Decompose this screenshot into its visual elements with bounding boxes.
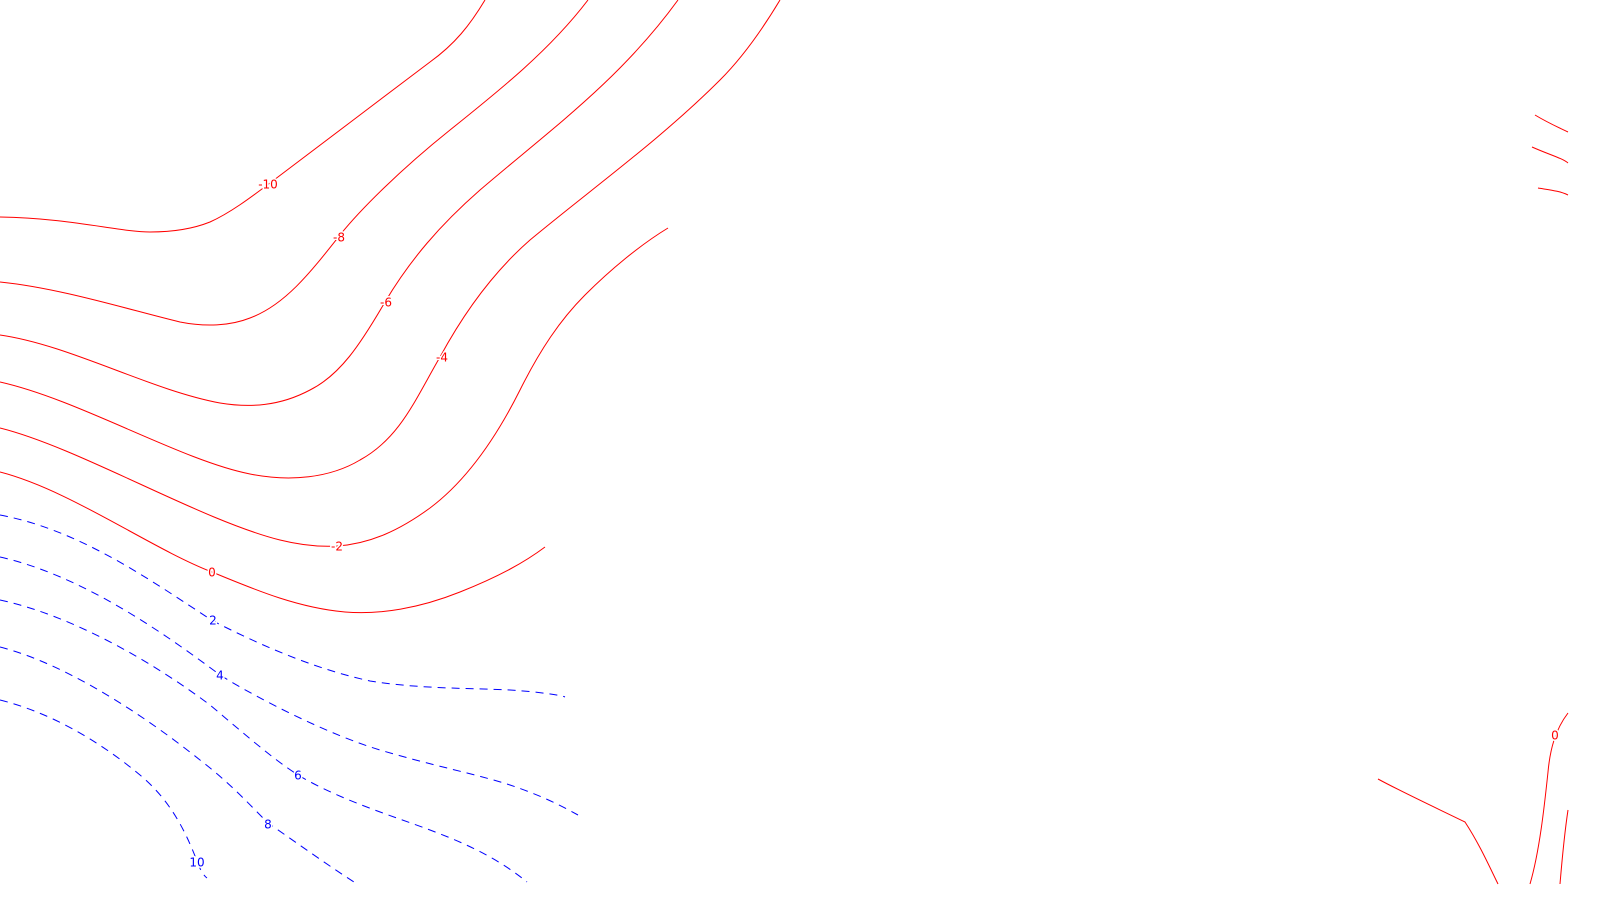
contour-line-0-1	[1378, 779, 1498, 884]
contour-label-0-1: 0	[1551, 729, 1559, 743]
contour-label-6-0: 6	[294, 769, 302, 783]
contour-label-neg8-0: -8	[333, 231, 345, 245]
contour-line-neg4-0	[0, 0, 780, 478]
contour-plot: -10 -8 -6 -4 -2 0 0 2 4 6 8 10	[0, 0, 1600, 900]
contour-line-4-0	[0, 557, 578, 815]
contour-label-neg4-0: -4	[436, 351, 448, 365]
contour-line-10-0	[0, 700, 207, 878]
contour-label-neg2-0: -2	[331, 540, 343, 554]
contour-line-2-0	[0, 515, 565, 697]
contour-line-neg10-0	[0, 0, 485, 232]
contour-label-8-0: 8	[264, 818, 272, 832]
contour-lines	[0, 0, 1568, 884]
contour-line-neg2-0	[0, 228, 668, 546]
contour-label-neg10-0: -10	[258, 178, 278, 192]
contour-label-10-0: 10	[189, 856, 204, 870]
contour-line-0-3	[1560, 810, 1568, 884]
contour-label-0-0: 0	[208, 566, 216, 580]
contour-line-6-0	[0, 600, 527, 882]
contour-label-4-0: 4	[216, 669, 224, 683]
contour-label-2-0: 2	[209, 614, 217, 628]
contour-line-neg2-1	[1535, 115, 1568, 132]
contour-line-neg2-3	[1538, 188, 1568, 195]
contour-label-neg6-0: -6	[380, 296, 392, 310]
contour-line-neg2-2	[1532, 147, 1568, 163]
contour-labels: -10 -8 -6 -4 -2 0 0 2 4 6 8 10	[189, 178, 1558, 870]
contour-line-neg8-0	[0, 0, 588, 325]
